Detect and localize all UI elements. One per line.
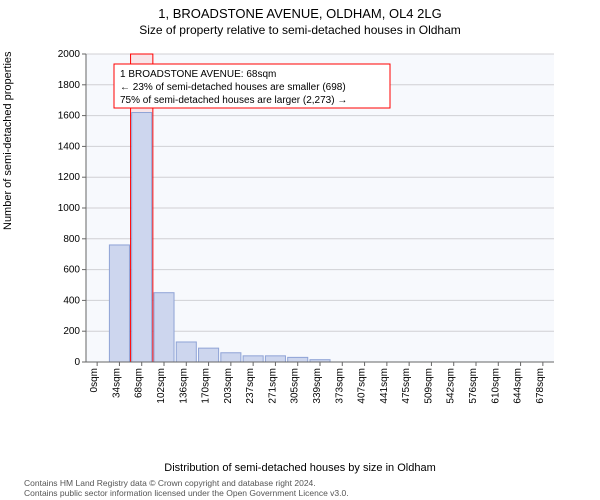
svg-text:678sqm: 678sqm	[535, 368, 546, 404]
footer-line-1: Contains HM Land Registry data © Crown c…	[24, 478, 349, 488]
footer-text: Contains HM Land Registry data © Crown c…	[24, 478, 349, 498]
svg-text:407sqm: 407sqm	[357, 368, 368, 404]
svg-text:1600: 1600	[58, 111, 81, 122]
histogram-svg: 0 200 400 600 800 1000 1200 1400 1600 1800 2000 0sq…	[50, 48, 560, 418]
page-title: 1, BROADSTONE AVENUE, OLDHAM, OL4 2LG	[0, 0, 600, 23]
svg-text:542sqm: 542sqm	[446, 368, 457, 404]
svg-text:576sqm: 576sqm	[468, 368, 479, 404]
svg-text:← 23% of semi-detached houses: ← 23% of semi-detached houses are smalle…	[120, 82, 346, 93]
x-axis-label: Distribution of semi-detached houses by …	[0, 462, 600, 474]
svg-text:509sqm: 509sqm	[423, 368, 434, 404]
svg-text:1 BROADSTONE AVENUE: 68sqm: 1 BROADSTONE AVENUE: 68sqm	[120, 69, 276, 80]
svg-text:1200: 1200	[58, 172, 81, 183]
svg-text:271sqm: 271sqm	[267, 368, 278, 404]
svg-text:102sqm: 102sqm	[156, 368, 167, 404]
svg-text:373sqm: 373sqm	[334, 368, 345, 404]
chart-page: 1, BROADSTONE AVENUE, OLDHAM, OL4 2LG Si…	[0, 0, 600, 500]
svg-text:475sqm: 475sqm	[401, 368, 412, 404]
svg-text:1000: 1000	[58, 203, 81, 214]
svg-text:800: 800	[63, 234, 80, 245]
svg-text:441sqm: 441sqm	[379, 368, 390, 404]
page-subtitle: Size of property relative to semi-detach…	[0, 23, 600, 39]
svg-text:68sqm: 68sqm	[134, 368, 145, 398]
svg-text:610sqm: 610sqm	[490, 368, 501, 404]
svg-text:170sqm: 170sqm	[201, 368, 212, 404]
svg-text:34sqm: 34sqm	[111, 368, 122, 398]
svg-text:136sqm: 136sqm	[178, 368, 189, 404]
svg-text:1800: 1800	[58, 80, 81, 91]
svg-text:2000: 2000	[58, 49, 81, 60]
svg-text:600: 600	[63, 265, 80, 276]
svg-text:400: 400	[63, 295, 80, 306]
svg-text:0sqm: 0sqm	[89, 368, 100, 392]
svg-text:1400: 1400	[58, 141, 81, 152]
svg-text:644sqm: 644sqm	[513, 368, 524, 404]
svg-text:305sqm: 305sqm	[290, 368, 301, 404]
svg-text:203sqm: 203sqm	[223, 368, 234, 404]
footer-line-2: Contains public sector information licen…	[24, 488, 349, 498]
svg-text:339sqm: 339sqm	[312, 368, 323, 404]
svg-text:200: 200	[63, 326, 80, 337]
svg-text:0: 0	[74, 357, 80, 368]
chart-area: 0 200 400 600 800 1000 1200 1400 1600 1800 2000 0sq…	[50, 48, 560, 418]
svg-text:237sqm: 237sqm	[245, 368, 256, 404]
svg-text:75% of semi-detached houses ar: 75% of semi-detached houses are larger (…	[120, 95, 347, 106]
y-axis-label: Number of semi-detached properties	[2, 51, 14, 230]
